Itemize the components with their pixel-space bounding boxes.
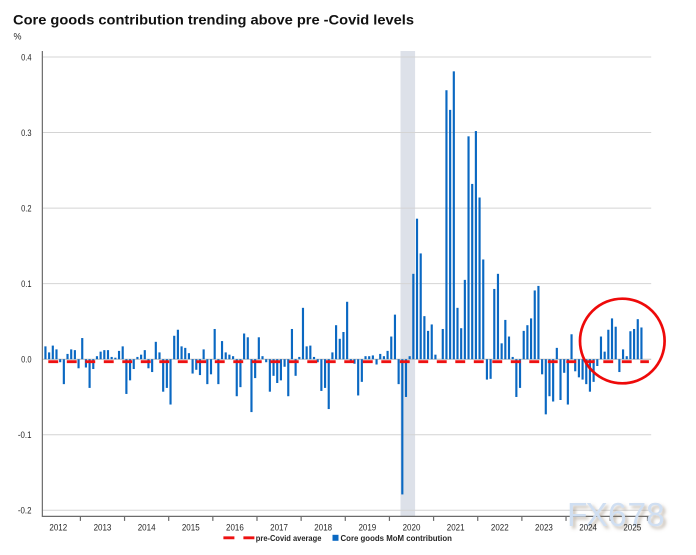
svg-text:8: 8 xyxy=(646,497,665,534)
svg-text:6: 6 xyxy=(608,497,627,534)
svg-text:2012: 2012 xyxy=(49,523,67,533)
svg-text:0.1: 0.1 xyxy=(21,279,31,289)
svg-text:0.0: 0.0 xyxy=(21,355,31,365)
svg-text:2022: 2022 xyxy=(491,523,509,533)
svg-text:2015: 2015 xyxy=(182,523,200,533)
svg-text:0.2: 0.2 xyxy=(21,203,31,213)
svg-text:pre-Covid average: pre-Covid average xyxy=(256,533,322,543)
svg-text:F: F xyxy=(567,497,587,534)
svg-text:-0.1: -0.1 xyxy=(18,430,32,440)
svg-text:-0.2: -0.2 xyxy=(18,506,32,516)
svg-text:2014: 2014 xyxy=(138,523,156,533)
svg-text:Core goods MoM contribution: Core goods MoM contribution xyxy=(341,533,452,543)
svg-text:2025: 2025 xyxy=(623,523,641,533)
svg-text:2013: 2013 xyxy=(94,523,112,533)
svg-text:0.3: 0.3 xyxy=(21,128,31,138)
svg-text:2021: 2021 xyxy=(447,523,465,533)
svg-text:Core goods contribution trendi: Core goods contribution trending above p… xyxy=(13,13,414,29)
svg-text:2017: 2017 xyxy=(270,523,288,533)
svg-text:2019: 2019 xyxy=(358,523,376,533)
svg-text:2016: 2016 xyxy=(226,523,244,533)
svg-text:%: % xyxy=(14,32,22,42)
svg-text:2018: 2018 xyxy=(314,523,332,533)
svg-text:7: 7 xyxy=(628,497,647,534)
svg-text:2020: 2020 xyxy=(403,523,421,533)
svg-text:2023: 2023 xyxy=(535,523,553,533)
svg-text:0.4: 0.4 xyxy=(21,52,31,62)
svg-text:2024: 2024 xyxy=(579,523,597,533)
svg-text:X: X xyxy=(586,497,608,534)
